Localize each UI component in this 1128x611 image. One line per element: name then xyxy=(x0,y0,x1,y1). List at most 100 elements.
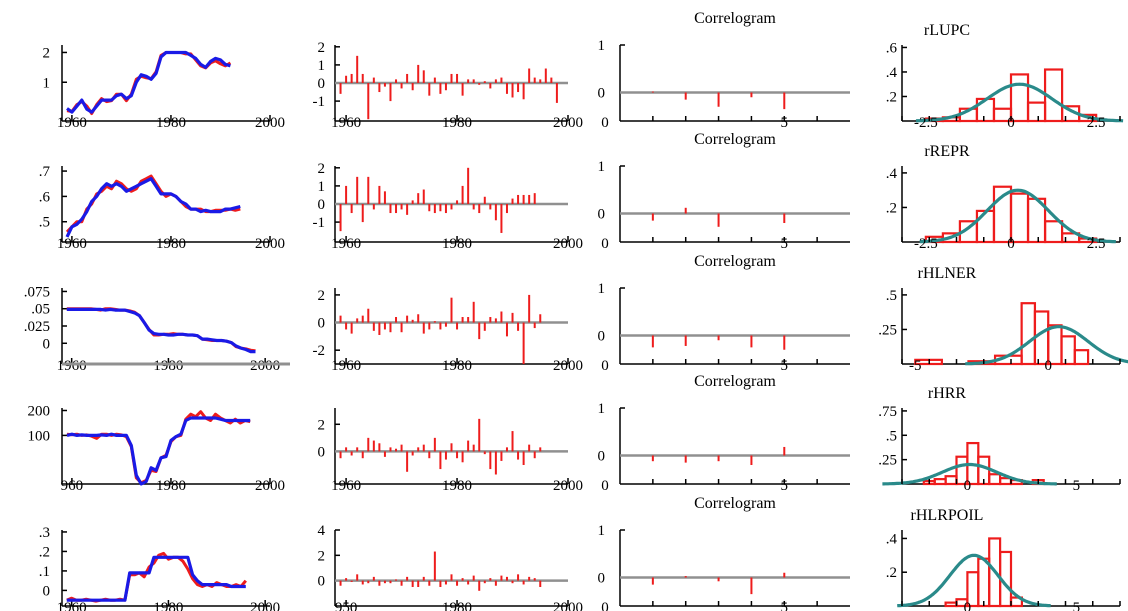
y-tick-label: 1 xyxy=(43,75,51,91)
panel-correlogram-row-4: 0 1 Correlogram 0 5 xyxy=(598,373,850,494)
x-tick-label: 1980 xyxy=(442,600,472,611)
series-line-actual xyxy=(66,51,232,115)
histogram-title: rLUPC xyxy=(924,22,970,39)
panel-actual-and-fitted-row-4: 100 200 960 1980 2000 xyxy=(28,403,286,494)
series-line-fitted xyxy=(66,416,251,486)
y-tick-label: 4 xyxy=(318,523,326,539)
correlogram-title: Correlogram xyxy=(694,10,776,27)
y-tick-label: 0 xyxy=(598,86,606,102)
x-tick-label: 2000 xyxy=(553,236,583,252)
panel-histogram-density-row-4: .25 .5 .75 rHRR 0 5 xyxy=(878,385,1121,494)
x-tick-label: 5 xyxy=(781,115,789,131)
y-tick-label: .2 xyxy=(886,89,897,105)
histogram-bar xyxy=(1073,349,1090,366)
x-tick-label: 5 xyxy=(781,358,789,374)
y-tick-label: 1 xyxy=(598,523,606,539)
x-tick-label: 2.5 xyxy=(1087,236,1106,252)
y-tick-label: .2 xyxy=(886,200,897,216)
panel-actual-and-fitted-row-5: 0 .1 .2 .3 1960 1980 2000 xyxy=(39,525,280,611)
x-tick-label: 960 xyxy=(61,478,84,494)
x-tick-label: 5 xyxy=(781,236,789,252)
x-tick-label: 1980 xyxy=(153,600,183,611)
y-tick-label: .25 xyxy=(878,322,897,338)
x-tick-label: 1960 xyxy=(57,358,87,374)
x-tick-label: 1980 xyxy=(442,478,472,494)
x-tick-label: 1980 xyxy=(153,358,183,374)
y-tick-label: .75 xyxy=(878,404,897,420)
x-tick-label: 1980 xyxy=(156,115,186,131)
panel-correlogram-row-5: 0 1 Correlogram 0 5 xyxy=(598,495,850,611)
y-tick-label: 0 xyxy=(318,316,326,332)
x-tick-label: 2000 xyxy=(250,358,280,374)
y-tick-label: 2 xyxy=(318,288,326,304)
x-tick-label: -2.5 xyxy=(914,115,938,131)
x-tick-label: 1960 xyxy=(57,600,87,611)
x-tick-label: 0 xyxy=(601,236,609,252)
histogram-bar xyxy=(1043,220,1064,244)
y-tick-label: 0 xyxy=(598,207,606,223)
x-tick-label: -5 xyxy=(909,358,922,374)
histogram-bar xyxy=(933,478,947,486)
x-tick-label: 0 xyxy=(1044,358,1052,374)
panel-actual-and-fitted-row-3: 0.025.05 .075 1960 1980 2000 xyxy=(24,284,290,374)
y-tick-label: .5 xyxy=(39,215,50,231)
series-line-fitted xyxy=(66,555,246,602)
y-tick-label: .4 xyxy=(886,531,898,547)
y-tick-label: .05 xyxy=(31,302,50,318)
histogram-bar xyxy=(975,209,996,244)
y-tick-label: 1 xyxy=(318,58,326,74)
x-tick-label: 5 xyxy=(781,478,789,494)
y-tick-label: .4 xyxy=(886,166,898,182)
y-tick-label: .6 xyxy=(886,40,898,56)
y-tick-label: 2 xyxy=(318,40,326,56)
y-tick-label: 2 xyxy=(318,161,326,177)
y-tick-label: 1 xyxy=(598,401,606,417)
panel-histogram-density-row-1: .2 .4 .6 rLUPC -2.5 0 2.5 xyxy=(886,22,1124,131)
correlogram-title: Correlogram xyxy=(694,495,776,512)
x-tick-label: 2000 xyxy=(255,115,285,131)
y-tick-label: .2 xyxy=(39,544,50,560)
density-curve xyxy=(919,188,1116,244)
series-line-fitted xyxy=(65,177,241,238)
y-tick-label: .25 xyxy=(878,453,897,469)
correlogram-title: Correlogram xyxy=(694,373,776,390)
y-tick-label: 1 xyxy=(598,38,606,54)
series-line-actual xyxy=(66,551,247,603)
x-tick-label: 2000 xyxy=(553,478,583,494)
histogram-bar xyxy=(944,475,958,486)
series-line-fitted xyxy=(66,307,256,354)
y-tick-label: 0 xyxy=(318,444,326,460)
histogram-bar xyxy=(977,557,991,608)
y-tick-label: 2 xyxy=(43,45,51,61)
x-tick-label: 0 xyxy=(601,600,609,611)
x-tick-label: 1980 xyxy=(442,236,472,252)
x-tick-label: 1960 xyxy=(331,358,361,374)
series-line-fitted xyxy=(66,50,231,114)
panel-correlogram-row-1: 0 1 Correlogram 0 5 xyxy=(598,10,850,131)
x-tick-label: 1960 xyxy=(57,115,87,131)
panel-residuals-row-5: 0 2 4 950 1980 2000 xyxy=(318,523,584,611)
y-tick-label: .2 xyxy=(886,565,897,581)
density-curve xyxy=(965,325,1128,366)
panel-residuals-row-2: -1 0 1 2 1960 1980 2000 xyxy=(313,161,584,252)
x-tick-label: 2000 xyxy=(553,115,583,131)
x-tick-label: 0 xyxy=(601,358,609,374)
panel-histogram-density-row-2: .2 .4 rREPR -2.5 0 2.5 xyxy=(886,143,1121,252)
y-tick-label: .5 xyxy=(886,288,897,304)
x-tick-label: 2000 xyxy=(250,600,280,611)
y-tick-label: 1 xyxy=(598,281,606,297)
y-tick-label: 0 xyxy=(318,76,326,92)
x-tick-label: 0 xyxy=(964,600,972,611)
correlogram-title: Correlogram xyxy=(694,131,776,148)
x-tick-label: 1960 xyxy=(331,478,361,494)
histogram-bar xyxy=(988,473,1002,486)
y-tick-label: 2 xyxy=(318,548,326,564)
series-line-actual xyxy=(66,307,256,353)
y-tick-label: 0 xyxy=(43,583,51,599)
y-tick-label: .7 xyxy=(39,164,51,180)
y-tick-label: 0 xyxy=(598,329,606,345)
y-tick-label: -1 xyxy=(313,215,326,231)
y-tick-label: 0 xyxy=(598,449,606,465)
y-tick-label: .6 xyxy=(39,189,51,205)
